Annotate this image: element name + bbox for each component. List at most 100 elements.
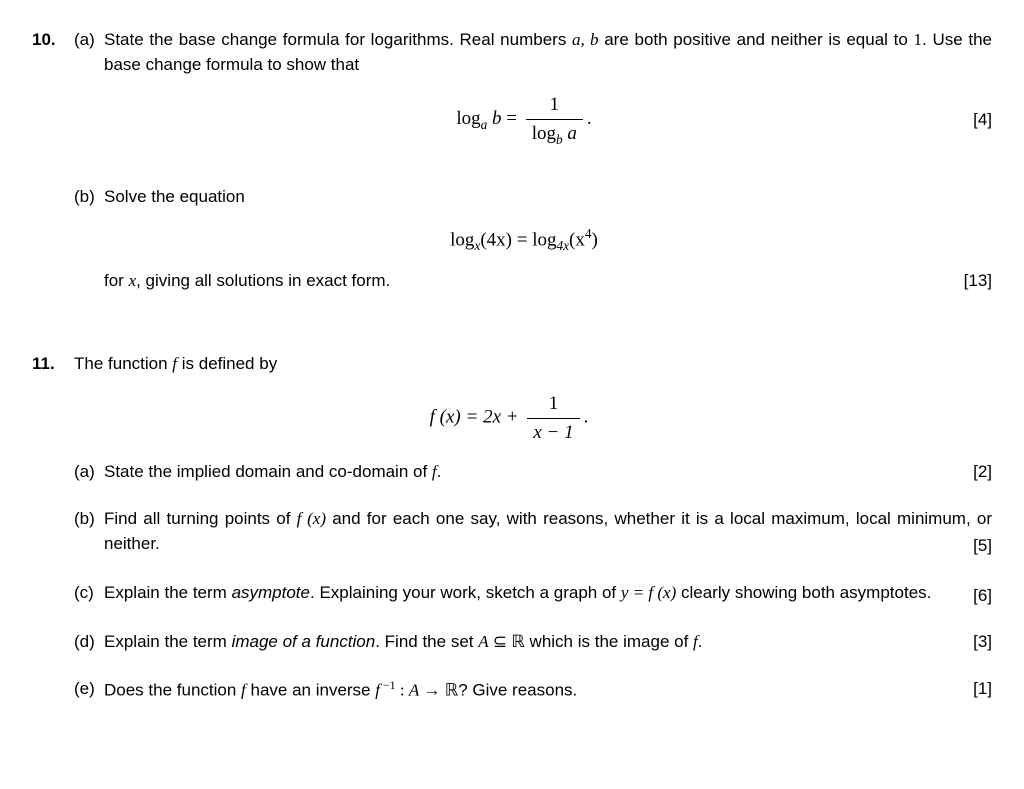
equation-row: f (x) = 2x + 1x − 1. <box>74 390 992 446</box>
marks: [13] <box>944 269 992 294</box>
part-10a: (a) State the base change formula for lo… <box>74 28 992 163</box>
part-11c: (c) Explain the term asymptote. Explaini… <box>74 581 992 608</box>
text: Solve the equation <box>104 187 245 206</box>
t: . Explaining your work, sketch a graph o… <box>310 583 621 602</box>
exam-page: 10. (a) State the base change formula fo… <box>0 0 1024 789</box>
question-body: (a) State the base change formula for lo… <box>74 28 992 316</box>
part-10b: (b) Solve the equation log x (4x) = log4x(… <box>32 185 992 294</box>
t: Find all turning points of <box>104 509 297 528</box>
part-text: Does the function f have an inverse f −1… <box>104 677 992 703</box>
period: . <box>584 407 589 428</box>
t: Explain the term <box>104 632 232 651</box>
t: clearly showing both asymptotes. <box>676 583 931 602</box>
t: ) <box>592 229 598 250</box>
part-label: (e) <box>74 677 104 703</box>
var: x <box>129 271 137 290</box>
eq: = <box>502 108 522 129</box>
colon: : <box>396 680 409 699</box>
sub: b <box>556 132 563 147</box>
part-11e: (e) Does the function f have an inverse … <box>74 677 992 703</box>
t: ? Give reasons. <box>458 680 577 699</box>
var: A <box>478 632 488 651</box>
sup: −1 <box>380 678 396 692</box>
lhs: f (x) = 2x + <box>430 407 524 428</box>
text: are both positive and neither is equal t… <box>599 30 914 49</box>
term: asymptote <box>232 583 310 602</box>
t: . <box>698 632 703 651</box>
denom: x − 1 <box>527 419 579 447</box>
marks: [5] <box>104 534 992 559</box>
sub: 4x <box>556 238 569 253</box>
part-text: Explain the term asymptote. Explaining y… <box>104 581 992 608</box>
t: (4x) = log <box>480 229 556 250</box>
var: b <box>492 108 502 129</box>
t: (x <box>569 229 585 250</box>
part-text: State the implied domain and co-domain o… <box>104 460 992 485</box>
marks: [2] <box>944 460 992 485</box>
equation: loga b = 1logb a. <box>104 91 944 149</box>
part-label: (a) <box>74 460 104 485</box>
set-R: ℝ <box>445 680 458 699</box>
numer: 1 <box>526 91 583 120</box>
equation-row: logx(4x) = log4x(x4) <box>104 224 992 255</box>
t: The function <box>74 354 172 373</box>
t: State the implied domain and co-domain o… <box>104 462 432 481</box>
t: . <box>437 462 442 481</box>
t: for <box>104 271 129 290</box>
math-num: 1 <box>914 30 923 49</box>
numer: 1 <box>527 390 579 419</box>
fraction: 1logb a <box>526 91 583 149</box>
sym: ⊆ <box>489 632 512 651</box>
part-text: State the base change formula for logari… <box>104 28 992 163</box>
t: . Find the set <box>375 632 478 651</box>
equation: logx(4x) = log4x(x4) <box>104 224 944 255</box>
part-11d: (d) Explain the term image of a function… <box>74 630 992 655</box>
term: image of a function <box>232 632 376 651</box>
t: which is the image of <box>525 632 693 651</box>
t: , giving all solutions in exact form. <box>136 271 390 290</box>
sup: 4 <box>585 226 592 241</box>
part-label: (d) <box>74 630 104 655</box>
question-11: 11. The function f is defined by f (x) =… <box>32 352 992 726</box>
question-body: The function f is defined by f (x) = 2x … <box>74 352 992 726</box>
log: log <box>456 108 480 129</box>
marks: [1] <box>944 677 992 702</box>
question-intro: The function f is defined by <box>74 352 992 377</box>
fraction: 1x − 1 <box>527 390 579 446</box>
var: f (x) <box>297 509 326 528</box>
set-R: ℝ <box>511 632 524 651</box>
var: A <box>409 680 419 699</box>
part-label: (a) <box>74 28 104 163</box>
log: log <box>450 229 474 250</box>
text: State the base change formula for logari… <box>104 30 572 49</box>
text-line: for x, giving all solutions in exact for… <box>104 269 992 294</box>
t: have an inverse <box>246 680 375 699</box>
marks: [3] <box>944 630 992 655</box>
period: . <box>587 108 592 129</box>
question-number: 11. <box>32 352 74 726</box>
t: Does the function <box>104 680 241 699</box>
var: a <box>563 123 577 144</box>
equation-row: loga b = 1logb a. [4] <box>104 91 992 149</box>
part-text: Solve the equation logx(4x) = log4x(x4) … <box>104 185 992 294</box>
text: for x, giving all solutions in exact for… <box>104 269 944 294</box>
t: is defined by <box>177 354 277 373</box>
part-label: (c) <box>74 581 104 608</box>
part-text: Find all turning points of f (x) and for… <box>104 507 992 559</box>
t: Explain the term <box>104 583 232 602</box>
math-var: a, b <box>572 30 598 49</box>
arrow: → <box>419 680 445 699</box>
part-11b: (b) Find all turning points of f (x) and… <box>74 507 992 559</box>
part-11a: (a) State the implied domain and co-doma… <box>74 460 992 485</box>
part-label: (b) <box>74 507 104 559</box>
part-text: Explain the term image of a function. Fi… <box>104 630 992 655</box>
spacer <box>32 185 74 294</box>
marks: [4] <box>944 108 992 133</box>
denom: logb a <box>526 120 583 149</box>
sub: a <box>481 117 488 132</box>
log: log <box>532 123 556 144</box>
equation: f (x) = 2x + 1x − 1. <box>74 390 944 446</box>
question-10: 10. (a) State the base change formula fo… <box>32 28 992 316</box>
var: y = f (x) <box>621 583 676 602</box>
part-label: (b) <box>74 185 104 294</box>
